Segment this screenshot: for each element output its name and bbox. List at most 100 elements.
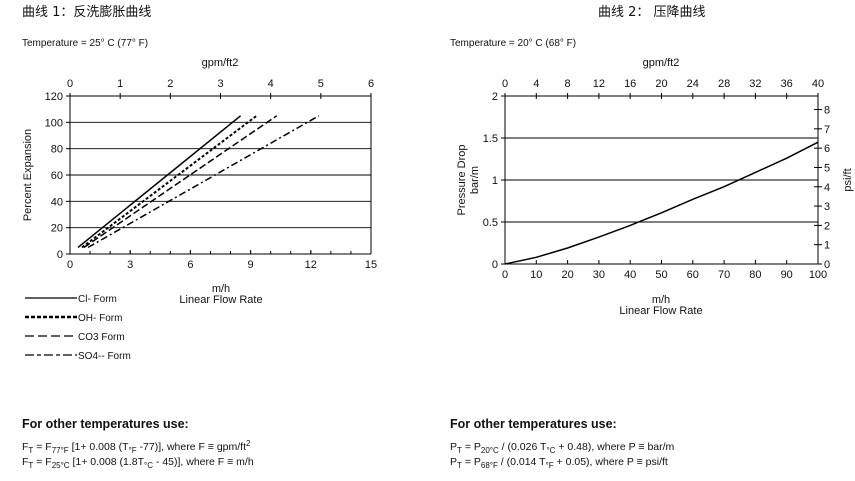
formula-subscript: 20°C (481, 446, 499, 455)
legend-label-4: SO4-- Form (78, 351, 131, 362)
chart2-y-axis-label: Pressure Drop (456, 145, 468, 216)
chart2-top-tick-label: 28 (718, 78, 730, 90)
legend-label-1: Cl- Form (78, 294, 117, 305)
legend-label-2: OH- Form (78, 313, 122, 324)
chart1-x-tick-label: 15 (365, 259, 377, 271)
chart2-x-tick-label: 50 (655, 269, 667, 281)
chart2-x-tick-label: 70 (718, 269, 730, 281)
chart2-top-tick-label: 0 (502, 78, 508, 90)
chart1-x-tick-label: 0 (67, 259, 73, 271)
formula-text: + 0.48), where P ≡ bar/m (555, 441, 674, 453)
formula-text: = F (33, 456, 51, 468)
chart1-top-axis-label: gpm/ft2 (202, 57, 239, 69)
chart1-x-tick-label: 3 (127, 259, 133, 271)
chart2-x-axis-unit: m/h (652, 294, 670, 306)
chart2-y-axis-unit: bar/m (469, 166, 481, 194)
formula-text: + 0.05), where P ≡ psi/ft (554, 456, 668, 468)
chart1-y-tick-label: 60 (51, 170, 63, 182)
left-formula-heading: For other temperatures use: (22, 417, 189, 431)
chart2-y-tick-label: 0 (492, 259, 498, 271)
chart2-top-tick-label: 20 (655, 78, 667, 90)
formula-subscript: T (457, 461, 462, 470)
chart2-top-tick-label: 16 (624, 78, 636, 90)
chart1-y-tick-label: 80 (51, 144, 63, 156)
formula-subscript: 25°C (52, 461, 70, 470)
chart1-top-tick-label: 5 (318, 78, 324, 90)
chart1-y-tick-label: 100 (45, 117, 63, 129)
formula-subscript: °C (144, 461, 153, 470)
chart2-y-tick-label: 0.5 (483, 217, 498, 229)
formula-subscript: °C (546, 446, 555, 455)
chart2-top-axis-label: gpm/ft2 (643, 57, 680, 69)
chart2-right-tick-label: 5 (824, 162, 830, 174)
chart1-series-line-3 (83, 115, 278, 249)
formula-subscript: T (457, 446, 462, 455)
formula-superscript: 2 (246, 439, 251, 448)
chart1-series-line-4 (87, 115, 320, 249)
chart1-x-axis-unit: m/h (212, 283, 230, 295)
formula-text: / (0.014 T (498, 456, 546, 468)
formula-text: -77)], where F ≡ gpm/ft (137, 441, 246, 453)
chart2-x-axis-label: Linear Flow Rate (619, 305, 702, 317)
chart2-top-tick-label: 32 (749, 78, 761, 90)
chart1-series-line-1 (77, 115, 242, 248)
chart2-top-tick-label: 40 (812, 78, 824, 90)
formula-subscript: T (28, 461, 33, 470)
chart2-x-tick-label: 20 (561, 269, 573, 281)
chart2-series-line-1 (504, 141, 819, 265)
chart2-temperature-note: Temperature = 20° C (68° F) (450, 38, 576, 49)
chart1-y-tick-label: 20 (51, 223, 63, 235)
chart2-top-tick-label: 36 (781, 78, 793, 90)
formula-text: F (22, 441, 28, 453)
chart2-right-axis-label: psi/ft (842, 168, 854, 191)
right-formula-1: PT = P20°C / (0.026 T°C + 0.48), where P… (450, 441, 675, 455)
chart2-right-tick-label: 6 (824, 143, 830, 155)
chart1-y-tick-label: 0 (57, 249, 63, 261)
chart1-top-tick-label: 1 (117, 78, 123, 90)
chart1-temperature-note: Temperature = 25° C (77° F) (22, 38, 148, 49)
chart1-top-tick-label: 6 (368, 78, 374, 90)
legend-label-3: CO3 Form (78, 332, 125, 343)
formula-text: = P (462, 456, 481, 468)
formula-text: = P (462, 441, 481, 453)
chart2-x-tick-label: 0 (502, 269, 508, 281)
chart2-y-tick-label: 2 (492, 91, 498, 103)
chart2-right-tick-label: 0 (824, 259, 830, 271)
chart1-x-axis-label: Linear Flow Rate (179, 294, 262, 306)
formula-text: / (0.026 T (499, 441, 547, 453)
chart2-x-tick-label: 60 (687, 269, 699, 281)
chart2-top-tick-label: 8 (565, 78, 571, 90)
chart2-x-tick-label: 100 (809, 269, 827, 281)
chart1-y-tick-label: 40 (51, 196, 63, 208)
chart2-header: 曲线 2： 压降曲线 (598, 5, 706, 20)
formula-text: - 45)], where F ≡ m/h (153, 456, 254, 468)
chart2-top-tick-label: 24 (687, 78, 699, 90)
chart1-x-tick-label: 9 (248, 259, 254, 271)
formula-text: P (450, 441, 457, 453)
chart1-series-line-2 (81, 115, 258, 249)
formula-subscript: °F (129, 446, 137, 455)
chart2-right-tick-label: 7 (824, 124, 830, 136)
chart2-right-tick-label: 4 (824, 182, 830, 194)
formula-text: P (450, 456, 457, 468)
chart2-right-tick-label: 3 (824, 201, 830, 213)
right-formula-heading: For other temperatures use: (450, 417, 617, 431)
chart1-y-tick-label: 120 (45, 91, 63, 103)
chart2-right-tick-label: 1 (824, 240, 830, 252)
chart2-x-tick-label: 10 (530, 269, 542, 281)
chart1-x-tick-label: 12 (305, 259, 317, 271)
chart1-top-tick-label: 4 (268, 78, 274, 90)
chart1-header: 曲线 1：反洗膨胀曲线 (22, 5, 151, 20)
formula-text: [1+ 0.008 (1.8T (70, 456, 145, 468)
chart2-y-tick-label: 1.5 (483, 133, 498, 145)
chart2-x-tick-label: 90 (781, 269, 793, 281)
left-formula-2: FT = F25°C [1+ 0.008 (1.8T°C - 45)], whe… (22, 456, 254, 470)
chart2-y-tick-label: 1 (492, 175, 498, 187)
chart2-top-tick-label: 4 (533, 78, 539, 90)
chart2-right-tick-label: 8 (824, 105, 830, 117)
chart2-x-tick-label: 40 (624, 269, 636, 281)
chart2-x-tick-label: 30 (593, 269, 605, 281)
chart1-y-axis-label: Percent Expansion (22, 129, 34, 221)
chart2-top-tick-label: 12 (593, 78, 605, 90)
